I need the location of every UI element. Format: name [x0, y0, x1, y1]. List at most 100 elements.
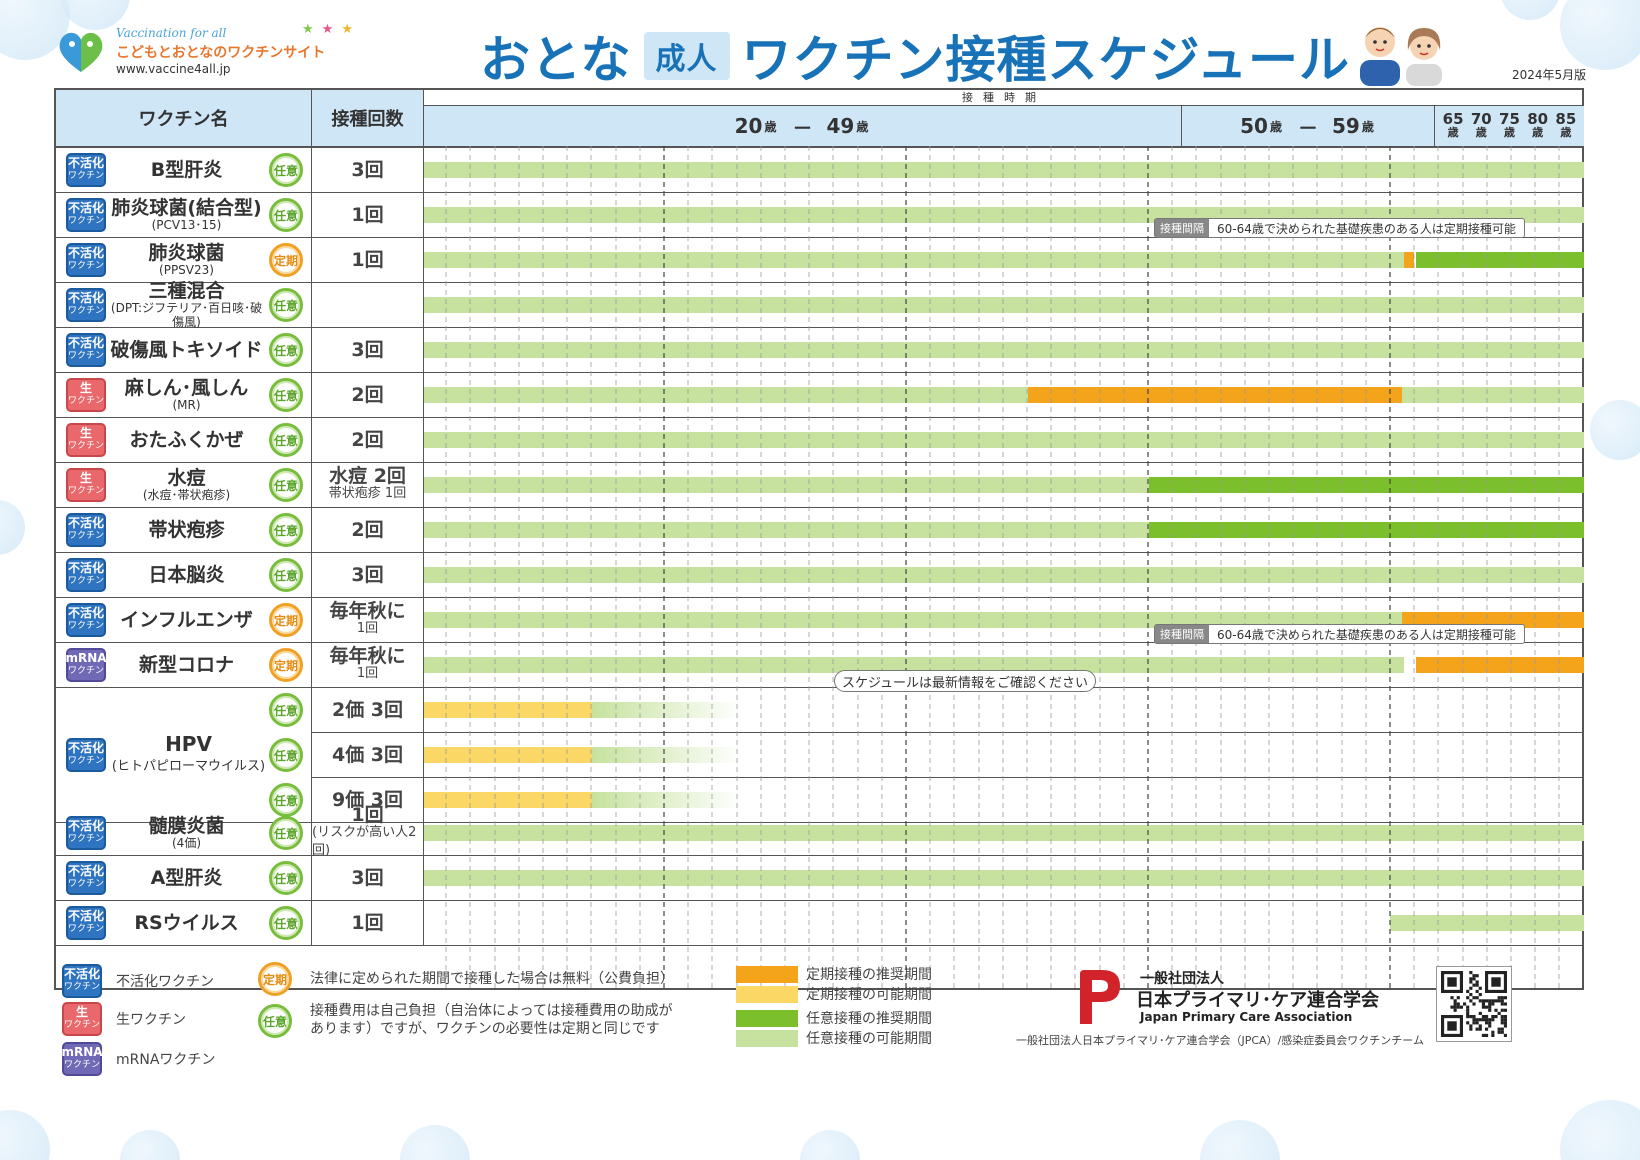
- period-bar: [1028, 387, 1402, 403]
- vaccine-name: 日本脳炎: [148, 564, 225, 586]
- dose-count-cell: 毎年秋に 1回: [312, 598, 424, 642]
- timeline-cell: [424, 688, 1584, 732]
- legend-regular-recommended: 定期接種の推奨期間: [806, 967, 932, 983]
- optional-badge-icon: 任意: [269, 423, 303, 457]
- dose-count-cell: 1回: [312, 901, 424, 945]
- vaccine-name: A型肝炎: [150, 867, 223, 889]
- period-bar: [424, 387, 1584, 403]
- dose-count-cell: 3回: [312, 553, 424, 597]
- header-dose-count: 接種回数: [312, 90, 424, 148]
- vaccine-name: 髄膜炎菌 (4価): [148, 815, 225, 850]
- period-bar: [424, 342, 1584, 358]
- interval-text: 60-64歳で決められた基礎疾患のある人は定期接種可能: [1217, 221, 1516, 236]
- inact-vaccine-badge-icon: 不活化 ワクチン: [66, 738, 106, 772]
- hpv-row: 4価 3回: [56, 733, 1584, 778]
- timeline-cell: [424, 418, 1584, 462]
- vaccine-name: RSウイルス: [134, 912, 239, 934]
- period-bar: [424, 477, 1149, 493]
- dose-count-cell: 1回: [312, 193, 424, 237]
- live-vaccine-badge-icon: 生ワクチン: [66, 423, 106, 457]
- qr-code-icon[interactable]: [1436, 966, 1512, 1042]
- inactivated-badge-icon: 不活化 ワクチン: [62, 964, 102, 998]
- timeline-cell: [424, 283, 1584, 327]
- vaccine-subname: (DPT:ジフテリア･百日咳･破傷風): [110, 301, 263, 329]
- vaccine-row: 不活化 ワクチン 髄膜炎菌 (4価) 任意 1回 (リスクが高い人2回): [56, 806, 1584, 858]
- interval-tag: 接種間隔: [1155, 219, 1209, 237]
- timeline-cell: [424, 733, 1584, 777]
- vaccine-name: インフルエンザ: [120, 609, 253, 631]
- vaccine-name: 破傷風トキソイド: [110, 339, 263, 361]
- dose-count-cell: 1回: [312, 238, 424, 282]
- legend-mrna-label: mRNAワクチン: [116, 1052, 216, 1068]
- timeline-cell: [424, 553, 1584, 597]
- hpv-row: 2価 3回: [56, 688, 1584, 733]
- optional-badge-icon: 任意: [258, 1004, 292, 1038]
- vaccine-name-cell: 生ワクチン おたふくかぜ 任意: [56, 418, 312, 462]
- regular-badge-icon: 定期: [269, 603, 303, 637]
- vaccine-name-cell: mRNA ワクチン 新型コロナ 定期: [56, 643, 312, 687]
- hpv-row: 9価 3回: [56, 778, 1584, 823]
- hpv-name-cell: 不活化 ワクチン HPV (ヒトパピローマウイルス) 任意 任意 任意: [56, 688, 312, 823]
- swatch-regular-possible: [736, 986, 798, 1003]
- period-bar: [1416, 657, 1584, 673]
- legend-regular-desc: 法律に定められた期間で接種した場合は無料（公費負担）: [310, 971, 674, 987]
- optional-badge-icon: 任意: [269, 861, 303, 895]
- period-bar: [424, 432, 1584, 448]
- page-title: おとな 成人 ワクチン接種スケジュール: [480, 20, 1350, 92]
- timeline-cell: [424, 778, 1584, 822]
- vaccine-name: 肺炎球菌(結合型) (PCV13･15): [111, 197, 262, 232]
- vaccine-name-cell: 不活化 ワクチン 日本脳炎 任意: [56, 553, 312, 597]
- inact-vaccine-badge-icon: 不活化 ワクチン: [66, 603, 106, 637]
- age-85: 85 歳: [1555, 110, 1577, 140]
- optional-badge-icon: 任意: [269, 693, 303, 727]
- dose-count-note: 1回: [356, 621, 379, 636]
- org-kind: 一般社団法人: [1140, 971, 1224, 987]
- dose-count-note: 1回: [356, 666, 379, 681]
- vaccine-name: 帯状疱疹: [148, 519, 225, 541]
- vaccine-row: 不活化 ワクチン 破傷風トキソイド 任意 3回: [56, 328, 1584, 373]
- optional-badge-icon: 任意: [269, 333, 303, 367]
- inact-vaccine-badge-icon: 不活化 ワクチン: [66, 861, 106, 895]
- legend-optional-possible: 任意接種の可能期間: [806, 1031, 932, 1047]
- age-75: 75 歳: [1499, 110, 1520, 140]
- vaccine-name-cell: 不活化 ワクチン 三種混合 (DPT:ジフテリア･百日咳･破傷風) 任意: [56, 280, 312, 329]
- title-badge: 成人: [643, 32, 730, 80]
- vaccine-name: B型肝炎: [150, 159, 223, 181]
- vaccine-subname: (水痘･帯状疱疹): [142, 488, 231, 502]
- swatch-optional-possible: [736, 1030, 798, 1047]
- vaccine-name-cell: 不活化 ワクチン 髄膜炎菌 (4価) 任意: [56, 811, 312, 855]
- period-bar: [592, 792, 742, 808]
- vaccine-name: 水痘 (水痘･帯状疱疹): [142, 467, 231, 502]
- dose-count-cell: 3回: [312, 148, 424, 192]
- vaccine-name-cell: 不活化 ワクチン A型肝炎 任意: [56, 856, 312, 900]
- timeline-cell: [424, 328, 1584, 372]
- period-bar: [424, 870, 1584, 886]
- period-bar: [1416, 252, 1584, 268]
- vaccine-row: 不活化 ワクチン 肺炎球菌 (PPSV23) 定期 1回: [56, 238, 1584, 283]
- site-logo[interactable]: Vaccination for all こどもとおとなのワクチンサイト www.…: [52, 22, 372, 82]
- dose-count-cell: 2価 3回: [312, 688, 424, 732]
- inact-vaccine-badge-icon: 不活化 ワクチン: [66, 243, 106, 277]
- dose-count-note: (リスクが高い人2回): [312, 825, 417, 858]
- period-bar: [424, 747, 592, 763]
- dose-count-cell: [312, 283, 424, 327]
- vaccine-name: 三種混合 (DPT:ジフテリア･百日咳･破傷風): [110, 280, 263, 329]
- vaccine-subname: (PCV13･15): [151, 218, 222, 232]
- optional-badge-icon: 任意: [269, 816, 303, 850]
- title-adult: おとな: [480, 31, 632, 89]
- logo-english-text: Vaccination for all: [116, 26, 227, 40]
- period-bar: [424, 297, 1584, 313]
- swatch-optional-recommended: [736, 1010, 798, 1027]
- period-bar: [1390, 915, 1584, 931]
- vaccine-name-cell: 生ワクチン 麻しん･風しん (MR) 任意: [56, 373, 312, 417]
- inact-vaccine-badge-icon: 不活化 ワクチン: [66, 198, 106, 232]
- vaccine-name: 肺炎球菌 (PPSV23): [148, 242, 225, 277]
- dose-count-cell: 2回: [312, 508, 424, 552]
- swatch-regular-recommended: [736, 966, 798, 983]
- regular-badge-icon: 定期: [258, 962, 292, 996]
- vaccine-name-cell: 不活化 ワクチン B型肝炎 任意: [56, 148, 312, 192]
- site-url[interactable]: www.vaccine4all.jp: [116, 62, 231, 76]
- vaccine-row: 不活化 ワクチン 帯状疱疹 任意 2回: [56, 508, 1584, 553]
- optional-badge-icon: 任意: [269, 783, 303, 817]
- timeline-cell: [424, 148, 1584, 192]
